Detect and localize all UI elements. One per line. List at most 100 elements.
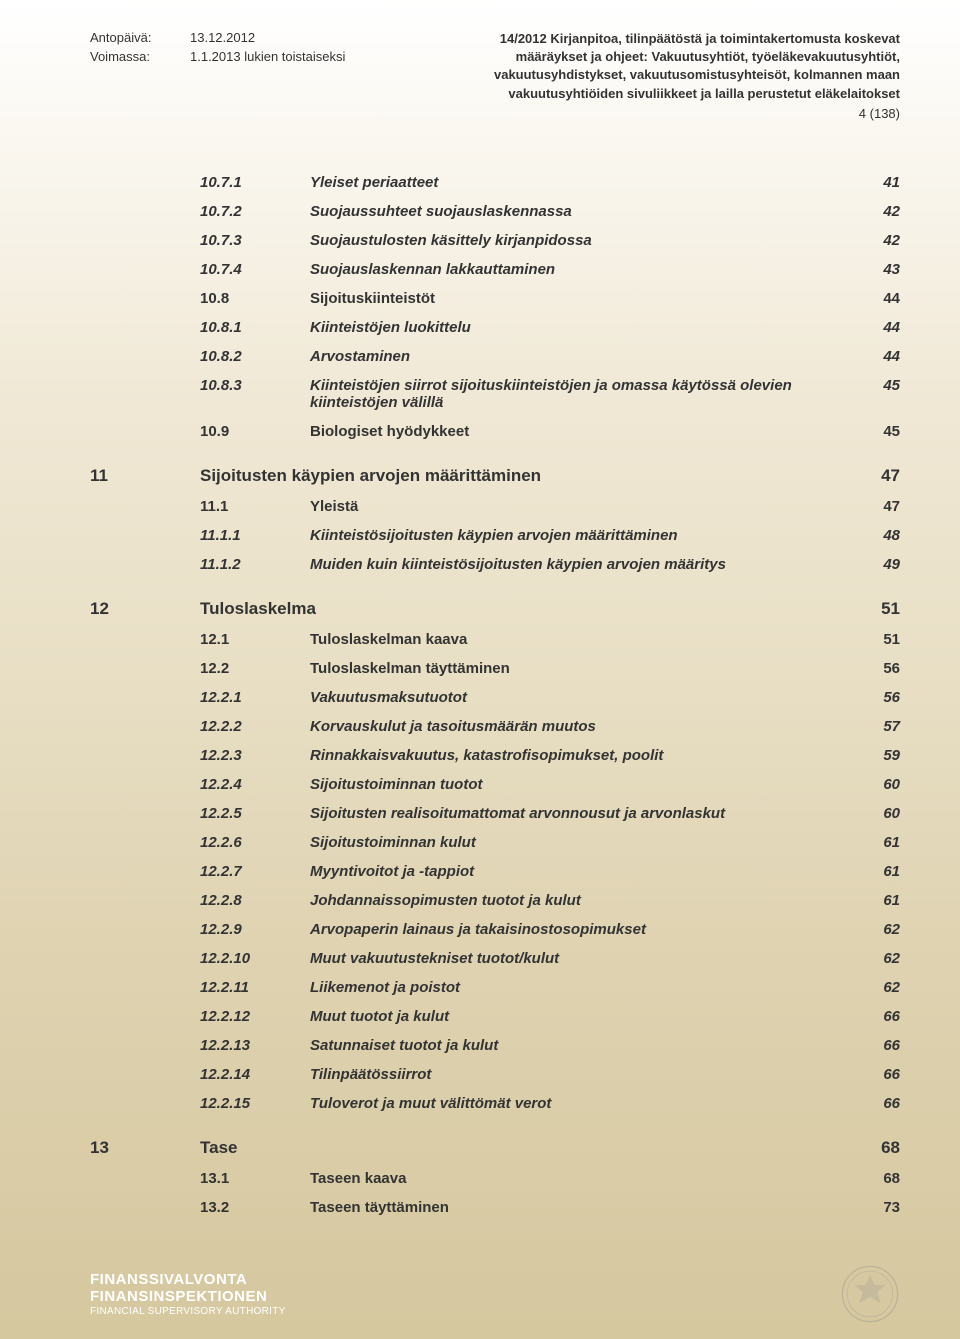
toc-title: Tuloslaskelma <box>200 599 850 619</box>
toc-page-number: 61 <box>850 892 900 909</box>
toc-section-number: 13.2 <box>200 1199 310 1216</box>
toc-section-number: 10.8.1 <box>200 319 310 336</box>
toc-page-number: 44 <box>850 319 900 336</box>
toc-page-number: 60 <box>850 805 900 822</box>
toc-title: Tuloslaskelman kaava <box>310 631 850 648</box>
toc-page-number: 43 <box>850 261 900 278</box>
header-title-line: määräykset ja ohjeet: Vakuutusyhtiöt, ty… <box>460 48 900 66</box>
toc-section-number: 11.1 <box>200 498 310 515</box>
toc-title: Taseen täyttäminen <box>310 1199 850 1216</box>
toc-item-row: 12.2.11Liikemenot ja poistot62 <box>90 973 900 1002</box>
toc-title: Sijoitusten käypien arvojen määrittämine… <box>200 466 850 486</box>
toc-item-row: 12.2.1Vakuutusmaksutuotot56 <box>90 683 900 712</box>
toc-title: Tuloverot ja muut välittömät verot <box>310 1095 850 1112</box>
toc-section-number: 12.2.13 <box>200 1037 310 1054</box>
page-footer: FINANSSIVALVONTA FINANSINSPEKTIONEN FINA… <box>0 1249 960 1339</box>
toc-section-number: 12.2.2 <box>200 718 310 735</box>
toc-title: Sijoitustoiminnan kulut <box>310 834 850 851</box>
toc-section-number: 12.2.11 <box>200 979 310 996</box>
toc-item-row: 12.2.14Tilinpäätössiirrot66 <box>90 1060 900 1089</box>
toc-item-row: 10.8.2Arvostaminen44 <box>90 342 900 371</box>
toc-section-number: 12.2.4 <box>200 776 310 793</box>
toc-title: Vakuutusmaksutuotot <box>310 689 850 706</box>
toc-section-number: 12.2.10 <box>200 950 310 967</box>
toc-item-row: 11.1.2Muiden kuin kiinteistösijoitusten … <box>90 550 900 579</box>
toc-page-number: 61 <box>850 834 900 851</box>
header-left: Antopäivä: 13.12.2012 Voimassa: 1.1.2013… <box>90 30 460 123</box>
toc-page-number: 44 <box>850 348 900 365</box>
toc-page-number: 51 <box>850 599 900 619</box>
toc-item-row: 12.2.2Korvauskulut ja tasoitusmäärän muu… <box>90 712 900 741</box>
toc-title: Yleiset periaatteet <box>310 174 850 191</box>
toc-page-number: 62 <box>850 979 900 996</box>
toc-page-number: 73 <box>850 1199 900 1216</box>
toc-section-number: 10.7.4 <box>200 261 310 278</box>
toc-item-row: 12.2.3Rinnakkaisvakuutus, katastrofisopi… <box>90 741 900 770</box>
toc-title: Muut tuotot ja kulut <box>310 1008 850 1025</box>
toc-section-number: 12.2.15 <box>200 1095 310 1112</box>
toc-title: Kiinteistöjen luokittelu <box>310 319 850 336</box>
section-gap <box>90 579 900 593</box>
toc-page-number: 45 <box>850 377 900 394</box>
toc-section-number: 12.2.3 <box>200 747 310 764</box>
toc-item-row: 12.2.13Satunnaiset tuotot ja kulut66 <box>90 1031 900 1060</box>
toc-page-number: 51 <box>850 631 900 648</box>
toc-item-row: 10.8.1Kiinteistöjen luokittelu44 <box>90 313 900 342</box>
toc-title: Muut vakuutustekniset tuotot/kulut <box>310 950 850 967</box>
toc-section-number: 10.8 <box>200 290 310 307</box>
header-title-line: vakuutusyhtiöiden sivuliikkeet ja lailla… <box>460 85 900 103</box>
toc-item-row: 10.7.1Yleiset periaatteet41 <box>90 168 900 197</box>
toc-item-row: 12.2.6Sijoitustoiminnan kulut61 <box>90 828 900 857</box>
toc-section-number: 12.2.8 <box>200 892 310 909</box>
toc-chapter-row: 12Tuloslaskelma51 <box>90 593 900 625</box>
header-label: Antopäivä: <box>90 30 190 45</box>
toc-section-number: 10.7.1 <box>200 174 310 191</box>
toc-item-row: 12.2.12Muut tuotot ja kulut66 <box>90 1002 900 1031</box>
toc-title: Myyntivoitot ja -tappiot <box>310 863 850 880</box>
toc-page-number: 62 <box>850 950 900 967</box>
toc-chapter-wrap: Tuloslaskelma51 <box>200 599 900 619</box>
toc-section-number: 13.1 <box>200 1170 310 1187</box>
toc-section-number: 12.2.14 <box>200 1066 310 1083</box>
toc-title: Sijoitusten realisoitumattomat arvonnous… <box>310 805 850 822</box>
toc-section-number: 12.2.6 <box>200 834 310 851</box>
toc-item-row: 10.7.3Suojaustulosten käsittely kirjanpi… <box>90 226 900 255</box>
footer-logo-text: FINANSSIVALVONTA FINANSINSPEKTIONEN FINA… <box>90 1271 286 1317</box>
toc-page-number: 47 <box>850 498 900 515</box>
page-reference: 4 (138) <box>460 105 900 123</box>
toc-page-number: 44 <box>850 290 900 307</box>
toc-title: Suojaustulosten käsittely kirjanpidossa <box>310 232 850 249</box>
toc-item-row: 13.1Taseen kaava68 <box>90 1164 900 1193</box>
toc-item-row: 11.1.1Kiinteistösijoitusten käypien arvo… <box>90 521 900 550</box>
toc-item-row: 12.2.10Muut vakuutustekniset tuotot/kulu… <box>90 944 900 973</box>
section-gap <box>90 1118 900 1132</box>
toc-page-number: 56 <box>850 660 900 677</box>
header-value: 13.12.2012 <box>190 30 255 45</box>
header-value: 1.1.2013 lukien toistaiseksi <box>190 49 345 64</box>
toc-title: Arvopaperin lainaus ja takaisinostosopim… <box>310 921 850 938</box>
toc-title: Yleistä <box>310 498 850 515</box>
toc-page-number: 42 <box>850 232 900 249</box>
header-row: Antopäivä: 13.12.2012 <box>90 30 460 45</box>
toc-item-row: 11.1Yleistä47 <box>90 492 900 521</box>
toc-page-number: 68 <box>850 1170 900 1187</box>
toc-page-number: 66 <box>850 1095 900 1112</box>
toc-title: Muiden kuin kiinteistösijoitusten käypie… <box>310 556 850 573</box>
toc-title: Tilinpäätössiirrot <box>310 1066 850 1083</box>
toc-title: Tuloslaskelman täyttäminen <box>310 660 850 677</box>
header-label: Voimassa: <box>90 49 190 64</box>
header-title-line: vakuutusyhdistykset, vakuutusomistusyhte… <box>460 66 900 84</box>
toc-item-row: 12.2Tuloslaskelman täyttäminen56 <box>90 654 900 683</box>
toc-chapter-wrap: Sijoitusten käypien arvojen määrittämine… <box>200 466 900 486</box>
toc-item-row: 10.7.4Suojauslaskennan lakkauttaminen43 <box>90 255 900 284</box>
toc-section-number: 10.9 <box>200 423 310 440</box>
toc-page-number: 56 <box>850 689 900 706</box>
toc-title: Sijoitustoiminnan tuotot <box>310 776 850 793</box>
toc-chapter-wrap: Tase68 <box>200 1138 900 1158</box>
toc-item-row: 12.2.5Sijoitusten realisoitumattomat arv… <box>90 799 900 828</box>
footer-line: FINANSINSPEKTIONEN <box>90 1288 286 1305</box>
toc-title: Liikemenot ja poistot <box>310 979 850 996</box>
toc-section-number: 10.8.2 <box>200 348 310 365</box>
toc-page-number: 45 <box>850 423 900 440</box>
toc-title: Tase <box>200 1138 850 1158</box>
